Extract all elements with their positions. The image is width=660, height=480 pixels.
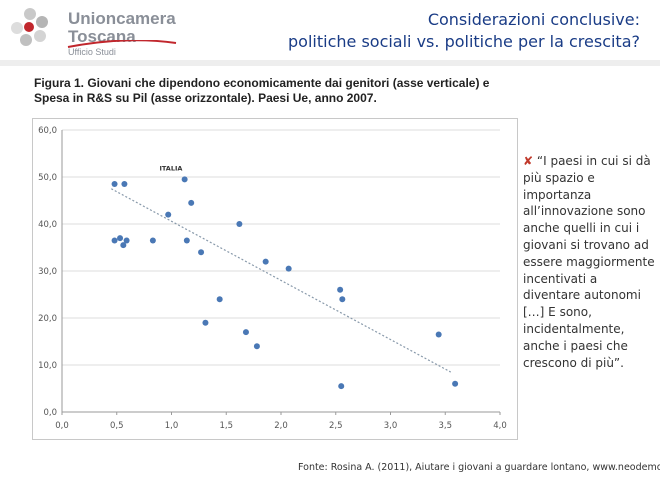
data-point xyxy=(149,237,156,244)
data-point xyxy=(181,176,188,183)
figure-caption-line1: Figura 1. Giovani che dipendono economic… xyxy=(34,76,490,90)
y-tick-label: 30,0 xyxy=(38,267,57,277)
cross-bullet-icon: ✘ xyxy=(523,154,534,168)
x-tick-label: 0,0 xyxy=(55,421,69,431)
logo-sub: Ufficio Studi xyxy=(68,47,116,57)
data-point xyxy=(338,383,345,390)
figure-caption: Figura 1. Giovani che dipendono economic… xyxy=(34,76,514,106)
x-tick-label: 2,5 xyxy=(329,421,343,431)
x-tick-label: 1,5 xyxy=(219,421,233,431)
data-point xyxy=(188,199,195,206)
data-point xyxy=(111,181,118,188)
data-point xyxy=(216,296,223,303)
data-point xyxy=(339,296,346,303)
y-tick-label: 60,0 xyxy=(38,126,57,136)
source-note: Fonte: Rosina A. (2011), Aiutare i giova… xyxy=(298,462,660,473)
data-point xyxy=(121,181,128,188)
figure-caption-line2: Spesa in R&S su Pil (asse orizzontale). … xyxy=(34,91,377,105)
data-point xyxy=(120,242,127,249)
y-tick-label: 40,0 xyxy=(38,220,57,230)
x-tick-label: 1,0 xyxy=(165,421,179,431)
x-tick-label: 3,0 xyxy=(384,421,398,431)
data-point xyxy=(242,329,249,336)
slide-title: Considerazioni conclusive: politiche soc… xyxy=(180,9,640,53)
quote-text: “I paesi in cui si dà più spazio e impor… xyxy=(523,154,655,370)
data-point xyxy=(198,249,205,256)
data-point xyxy=(452,380,459,387)
y-tick-label: 20,0 xyxy=(38,314,57,324)
data-point xyxy=(165,211,172,218)
data-point xyxy=(236,221,243,227)
slide-title-line1: Considerazioni conclusive: xyxy=(427,10,640,29)
slide-title-line2: politiche sociali vs. politiche per la c… xyxy=(288,32,640,51)
x-tick-label: 2,0 xyxy=(274,421,288,431)
chart-frame xyxy=(32,118,518,440)
logo-name-line1: Unioncamera xyxy=(68,9,176,28)
logo-swoosh-icon xyxy=(67,40,177,48)
x-tick-label: 4,0 xyxy=(493,421,507,431)
scatter-chart: 0,0 10,0 20,0 30,0 40,0 50,0 60,0 0,0 0,5 1,0 1,5 2… xyxy=(32,118,518,440)
flower-logo-icon xyxy=(11,8,48,46)
unioncamera-logo: Unioncamera Toscana Ufficio Studi xyxy=(6,4,177,58)
y-tick-label: 50,0 xyxy=(38,173,57,183)
annotation-label: ITALIA xyxy=(159,165,182,173)
conclusion-quote: ✘ “I paesi in cui si dà più spazio e imp… xyxy=(523,153,658,371)
data-point xyxy=(337,286,344,293)
data-point xyxy=(253,343,260,350)
y-tick-label: 10,0 xyxy=(38,361,57,371)
data-point xyxy=(202,319,209,326)
header-divider xyxy=(0,60,660,66)
y-tick-label: 0,0 xyxy=(43,408,57,418)
x-tick-label: 3,5 xyxy=(438,421,452,431)
data-point xyxy=(117,235,124,242)
data-point xyxy=(183,237,190,244)
trendline xyxy=(110,188,452,373)
data-point xyxy=(285,265,292,272)
data-point xyxy=(262,258,269,265)
data-point xyxy=(111,237,118,244)
x-tick-label: 0,5 xyxy=(110,421,124,431)
data-point xyxy=(123,237,130,244)
data-point xyxy=(435,331,442,338)
